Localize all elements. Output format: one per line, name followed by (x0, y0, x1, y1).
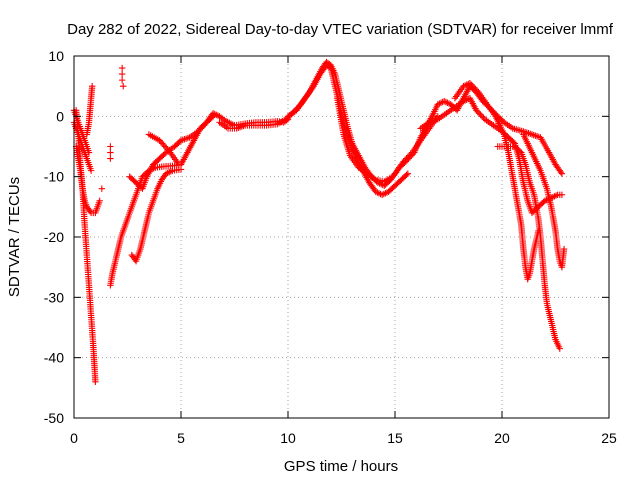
data-point (118, 76, 126, 84)
data-point (477, 111, 484, 119)
data-points (70, 58, 568, 385)
data-point (475, 110, 483, 117)
data-point (175, 161, 183, 168)
x-tick-label: 5 (177, 430, 185, 446)
series-track-14 (417, 95, 566, 217)
y-tick-label: -20 (44, 229, 64, 245)
data-point (98, 185, 106, 192)
data-point (92, 378, 99, 385)
data-point (406, 153, 414, 161)
data-point (107, 155, 114, 162)
data-point (556, 345, 563, 352)
data-point (86, 208, 94, 215)
data-point (88, 82, 96, 90)
data-point (118, 70, 126, 78)
series-track-16 (494, 143, 563, 352)
x-tick-label: 0 (70, 430, 78, 446)
y-tick-label: -40 (44, 350, 64, 366)
axis-ticks (73, 55, 610, 419)
series-track-5 (83, 82, 96, 138)
data-point (96, 197, 103, 204)
data-point (558, 170, 566, 177)
data-point (87, 167, 95, 174)
data-point (118, 64, 126, 72)
data-point (473, 107, 480, 114)
y-tick-label: 10 (48, 48, 64, 64)
data-point (401, 159, 408, 166)
x-tick-label: 15 (387, 430, 403, 446)
data-point (473, 87, 481, 94)
tick-labels: 0 5 10 15 20 25 -50 -40 -30 -20 -10 0 10 (44, 48, 617, 446)
series-track-9 (145, 131, 183, 168)
chart-title: Day 282 of 2022, Sidereal Day-to-day VTE… (67, 21, 614, 38)
data-point (466, 79, 474, 87)
data-point (474, 108, 481, 116)
data-point (107, 143, 114, 150)
series-isolated (98, 64, 127, 192)
data-point (516, 148, 524, 155)
data-point (165, 147, 173, 155)
data-point (560, 245, 568, 253)
data-point (468, 81, 475, 88)
x-tick-label: 25 (601, 430, 617, 446)
data-point (402, 158, 409, 165)
data-point (177, 166, 185, 173)
y-tick-label: -50 (44, 410, 64, 426)
data-point (408, 152, 415, 159)
data-point (199, 123, 206, 131)
data-point (200, 122, 208, 129)
y-axis-label: SDTVAR / TECUs (6, 177, 23, 297)
data-point (470, 84, 478, 91)
y-tick-label: -30 (44, 289, 64, 305)
series-track-4 (72, 107, 103, 217)
data-point (404, 170, 412, 177)
data-point (472, 85, 479, 93)
series-track-7 (128, 166, 185, 265)
x-tick-label: 20 (494, 430, 510, 446)
y-tick-label: -10 (44, 169, 64, 185)
data-point (197, 125, 205, 132)
data-point (409, 150, 417, 158)
data-point (480, 114, 487, 122)
data-point (120, 82, 127, 90)
data-point (194, 128, 202, 135)
data-point (403, 156, 411, 164)
x-axis-label: GPS time / hours (284, 458, 398, 475)
data-point (403, 171, 410, 179)
data-point (405, 155, 412, 162)
data-point (107, 149, 114, 156)
series-track-15 (451, 79, 542, 283)
data-point (196, 126, 203, 134)
y-tick-label: 0 (56, 108, 64, 124)
x-tick-label: 10 (280, 430, 296, 446)
data-point (557, 168, 565, 176)
data-point (478, 113, 486, 120)
data-point (469, 82, 476, 90)
data-point (558, 191, 566, 198)
series-track-17 (520, 131, 568, 271)
